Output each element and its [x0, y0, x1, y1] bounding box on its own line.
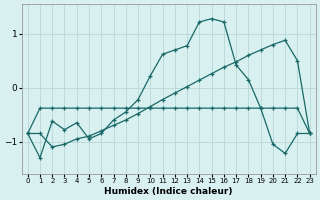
- X-axis label: Humidex (Indice chaleur): Humidex (Indice chaleur): [104, 187, 233, 196]
